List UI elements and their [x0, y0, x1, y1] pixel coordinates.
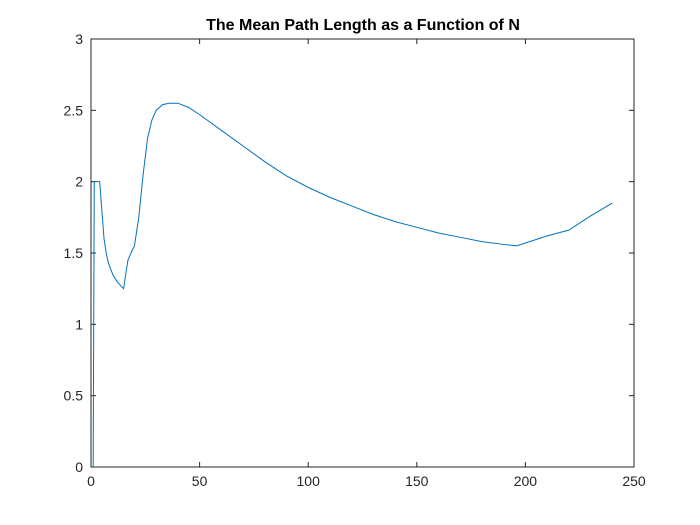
series-line — [92, 102, 613, 468]
x-tick-label: 100 — [297, 473, 321, 489]
y-tick-label: 2 — [75, 174, 83, 190]
x-tick-label: 200 — [514, 473, 538, 489]
x-tick-label: 250 — [622, 473, 646, 489]
y-tick-label: 1.5 — [64, 245, 84, 261]
y-tick-label: 0.5 — [64, 388, 84, 404]
y-tick-label: 2.5 — [64, 102, 84, 118]
x-tick-label: 50 — [192, 473, 208, 489]
y-tick-label: 0 — [75, 459, 83, 475]
x-tick-label: 0 — [87, 473, 95, 489]
y-tick-label: 1 — [75, 316, 83, 332]
chart-title: The Mean Path Length as a Function of N — [206, 17, 520, 34]
axis-ticks — [90, 38, 635, 468]
x-tick-label: 150 — [405, 473, 429, 489]
plot-area — [90, 38, 635, 468]
y-tick-label: 3 — [75, 31, 83, 47]
axis-tick-labels: 0 50 100 150 200 250 0 0.5 1 1.5 2 2.5 3 — [64, 31, 646, 489]
